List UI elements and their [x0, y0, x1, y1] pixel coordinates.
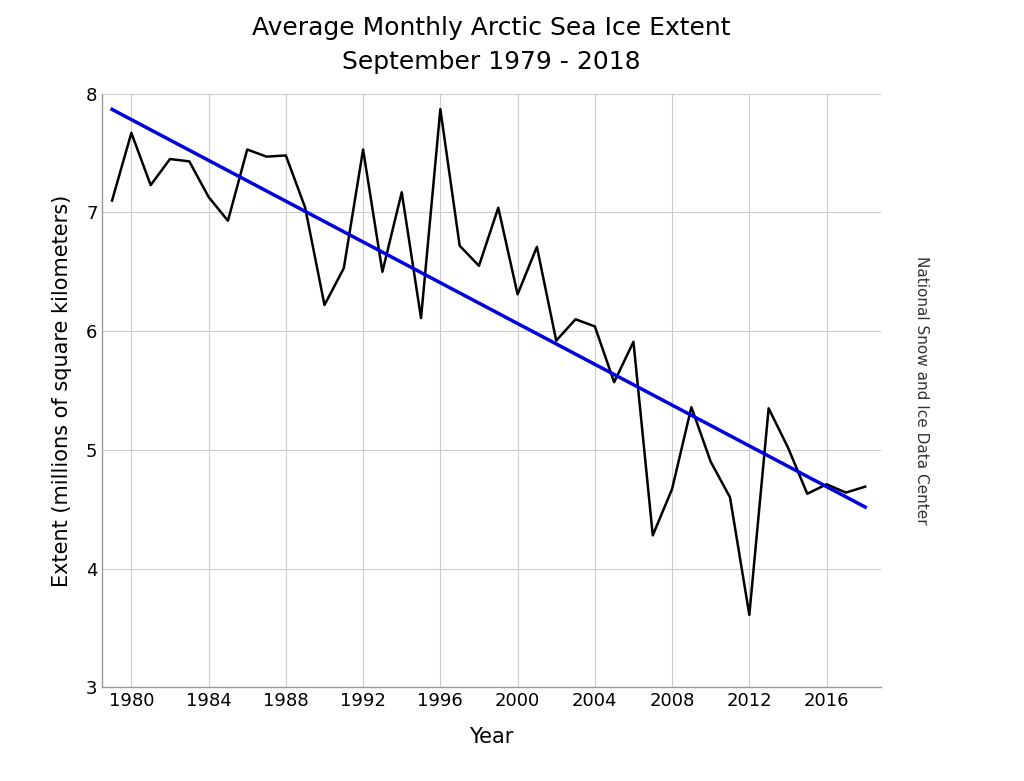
Title: Average Monthly Arctic Sea Ice Extent
September 1979 - 2018: Average Monthly Arctic Sea Ice Extent Se… [252, 16, 731, 73]
Text: National Snow and Ice Data Center: National Snow and Ice Data Center [914, 256, 929, 525]
Y-axis label: Extent (millions of square kilometers): Extent (millions of square kilometers) [52, 194, 72, 587]
X-axis label: Year: Year [469, 727, 514, 747]
